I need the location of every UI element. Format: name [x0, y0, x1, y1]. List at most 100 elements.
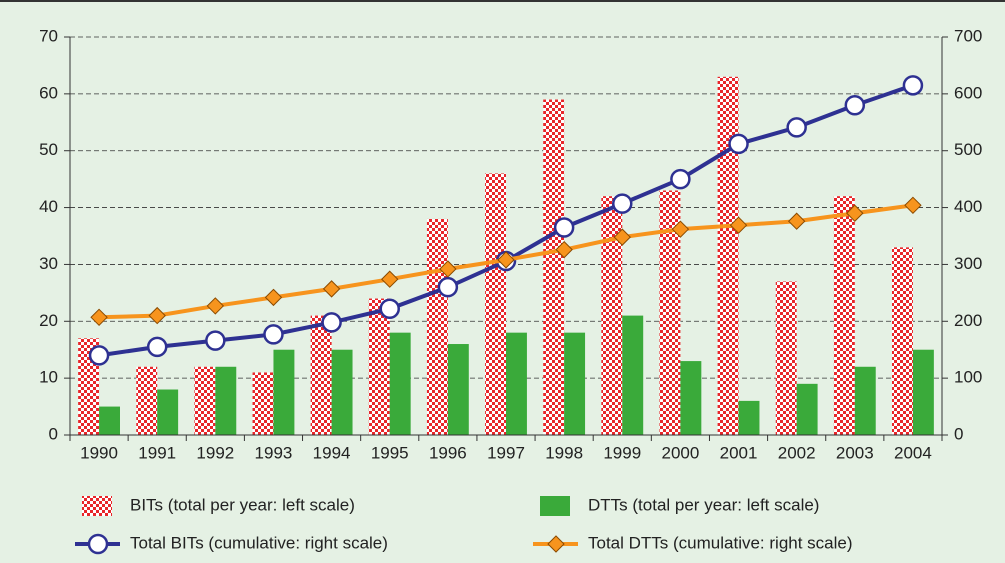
point: [379, 298, 400, 320]
point: [146, 336, 168, 358]
bar: [543, 99, 565, 436]
point: [671, 220, 690, 238]
bar: [157, 389, 179, 435]
x-tick-label: 1992: [196, 443, 234, 462]
point: [844, 94, 866, 116]
bar: [215, 366, 237, 435]
point: [264, 288, 283, 307]
bar: [426, 218, 448, 435]
bar: [775, 281, 797, 435]
y2-tick-label: 0: [954, 424, 963, 443]
legend-label: Total DTTs (cumulative: right scale): [588, 533, 853, 552]
point: [729, 216, 748, 234]
point: [670, 168, 691, 190]
y-tick-label: 20: [39, 311, 58, 330]
bar: [447, 344, 469, 435]
x-tick-label: 2002: [778, 443, 816, 462]
x-tick-label: 1994: [313, 443, 351, 462]
bar: [601, 196, 623, 435]
point: [613, 228, 631, 246]
legend-item: BITs (total per year: left scale): [82, 495, 355, 516]
point: [263, 324, 284, 345]
bar: [796, 383, 818, 435]
bar: [310, 315, 332, 435]
bar: [485, 173, 506, 435]
x-tick-label: 1999: [603, 443, 641, 462]
legend-item: Total DTTs (cumulative: right scale): [533, 533, 853, 553]
legend-item: Total BITs (cumulative: right scale): [75, 533, 388, 555]
point: [90, 308, 108, 327]
bar: [854, 366, 876, 435]
bar: [738, 400, 760, 435]
y-tick-label: 30: [39, 254, 58, 273]
y2-tick-label: 400: [954, 197, 982, 216]
y2-tick-label: 700: [954, 26, 982, 45]
legend-swatch: [540, 496, 570, 516]
y2-tick-label: 600: [954, 83, 982, 102]
point: [555, 240, 573, 259]
point: [205, 330, 226, 351]
x-tick-label: 1991: [138, 443, 176, 462]
point: [904, 196, 922, 215]
bar: [389, 332, 411, 435]
point: [437, 276, 459, 298]
legend-label: Total BITs (cumulative: right scale): [130, 533, 388, 552]
point: [728, 133, 749, 155]
bar: [506, 332, 527, 435]
bar: [194, 366, 216, 435]
point: [88, 345, 110, 366]
x-tick-label: 2004: [894, 443, 932, 462]
x-tick-label: 2001: [720, 443, 758, 462]
point: [497, 251, 515, 269]
point: [321, 312, 342, 333]
x-tick-label: 2003: [836, 443, 874, 462]
point: [381, 270, 399, 288]
legend-label: BITs (total per year: left scale): [130, 495, 355, 514]
y-tick-label: 50: [39, 140, 58, 159]
point: [786, 117, 807, 138]
point: [902, 75, 924, 96]
y2-tick-label: 100: [954, 368, 982, 387]
y-tick-label: 10: [39, 368, 58, 387]
bar: [680, 361, 702, 435]
bar: [331, 349, 353, 435]
y2-tick-label: 500: [954, 140, 982, 159]
x-tick-label: 1993: [255, 443, 293, 462]
bar: [892, 247, 913, 435]
x-tick-label: 1996: [429, 443, 467, 462]
bar: [252, 372, 274, 435]
point: [612, 193, 633, 214]
bar: [912, 349, 934, 435]
bar: [659, 190, 681, 435]
point: [547, 535, 565, 553]
x-tick-label: 1995: [371, 443, 409, 462]
point: [87, 533, 109, 555]
bar: [622, 315, 644, 435]
x-tick-label: 1997: [487, 443, 525, 462]
bar: [833, 196, 855, 435]
y2-tick-label: 300: [954, 254, 982, 273]
y-tick-label: 0: [49, 424, 58, 443]
x-tick-label: 1990: [80, 443, 118, 462]
bar: [564, 332, 586, 435]
y2-tick-label: 200: [954, 311, 982, 330]
bar: [99, 406, 120, 435]
point: [553, 217, 575, 238]
point: [206, 297, 225, 315]
bar: [717, 76, 739, 436]
y-tick-label: 40: [39, 197, 58, 216]
x-tick-label: 2000: [661, 443, 699, 462]
point: [148, 306, 166, 325]
bar: [273, 349, 295, 435]
bar: [136, 366, 158, 435]
point: [322, 280, 341, 298]
x-tick-label: 1998: [545, 443, 583, 462]
y-tick-label: 70: [39, 26, 58, 45]
bar: [368, 298, 390, 435]
point: [846, 204, 864, 222]
point: [787, 212, 806, 230]
y-tick-label: 60: [39, 83, 58, 102]
legend-swatch: [82, 496, 112, 516]
legend-item: DTTs (total per year: left scale): [540, 495, 819, 516]
